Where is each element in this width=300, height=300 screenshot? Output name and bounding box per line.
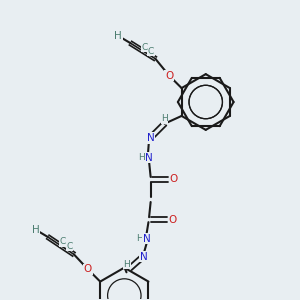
Text: C: C — [60, 238, 66, 247]
Text: H: H — [136, 234, 143, 243]
Text: H: H — [123, 260, 130, 269]
Text: H: H — [32, 225, 39, 235]
Text: O: O — [84, 264, 92, 274]
Text: N: N — [140, 252, 147, 262]
Text: H: H — [139, 153, 145, 162]
Text: N: N — [145, 153, 153, 163]
Text: H: H — [161, 114, 168, 123]
Text: C: C — [148, 46, 154, 56]
Text: N: N — [143, 234, 151, 244]
Text: O: O — [170, 174, 178, 184]
Text: O: O — [168, 215, 176, 225]
Text: C: C — [142, 43, 148, 52]
Text: C: C — [66, 242, 72, 251]
Text: O: O — [165, 71, 173, 81]
Text: H: H — [114, 31, 122, 41]
Text: N: N — [147, 133, 154, 143]
